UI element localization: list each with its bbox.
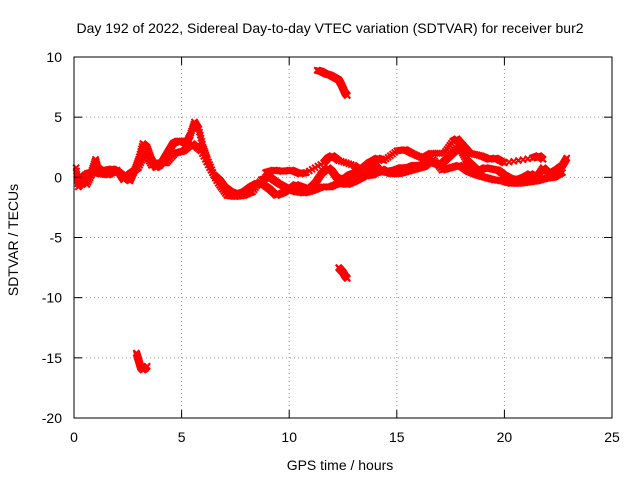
data-point	[539, 155, 547, 163]
x-tick-label: 20	[497, 429, 513, 445]
series	[334, 263, 352, 283]
data-point	[563, 154, 571, 162]
y-tick-label: -15	[42, 350, 62, 366]
x-tick-label: 15	[389, 429, 405, 445]
plot-points	[72, 66, 571, 374]
grid	[74, 57, 612, 418]
x-tick-label: 5	[178, 429, 186, 445]
data-point	[343, 91, 352, 100]
y-tick-label: 0	[54, 169, 62, 185]
data-point	[143, 362, 151, 370]
tick-labels: 0 5 10 15 20 25 -20 -15 -10 -5 0 5 10	[42, 49, 620, 445]
y-tick-label: -10	[42, 290, 62, 306]
y-tick-label: 10	[46, 49, 62, 65]
x-tick-label: 0	[70, 429, 78, 445]
data-point	[343, 274, 352, 283]
series	[132, 349, 151, 374]
x-tick-label: 10	[281, 429, 297, 445]
data-point	[558, 168, 567, 177]
series	[313, 66, 352, 100]
y-tick-label: -20	[42, 410, 62, 426]
chart-title: Day 192 of 2022, Sidereal Day-to-day VTE…	[76, 20, 583, 36]
series	[76, 139, 567, 201]
tick-marks	[73, 56, 613, 419]
series	[261, 135, 547, 178]
y-axis-label: SDTVAR / TECUs	[5, 184, 21, 296]
x-axis-label: GPS time / hours	[287, 457, 394, 473]
y-tick-label: 5	[54, 109, 62, 125]
x-tick-label: 25	[604, 429, 620, 445]
y-tick-label: -5	[50, 230, 63, 246]
